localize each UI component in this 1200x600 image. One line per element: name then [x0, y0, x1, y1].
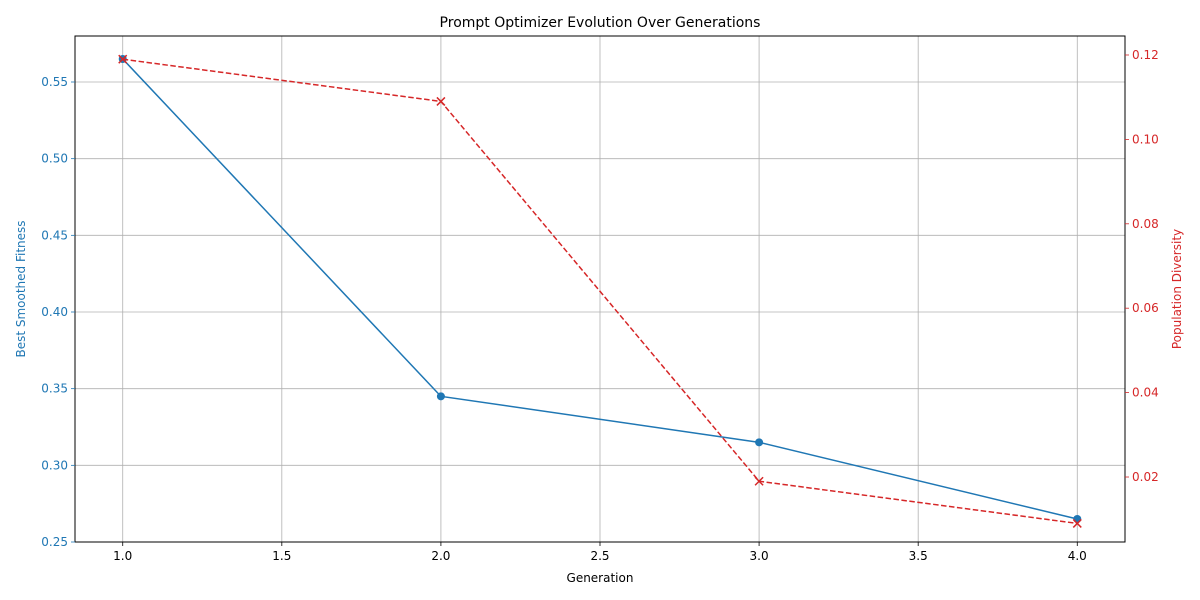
- y-left-tick-label: 0.40: [41, 305, 68, 319]
- y-right-tick-label: 0.10: [1132, 132, 1159, 146]
- y-right-tick-label: 0.02: [1132, 470, 1159, 484]
- y-left-tick-label: 0.50: [41, 152, 68, 166]
- y-left-tick-label: 0.45: [41, 228, 68, 242]
- series-0-line: [122, 58, 1078, 520]
- y-left-tick-label: 0.25: [41, 535, 68, 549]
- series-1-line: [122, 58, 1078, 525]
- y-left-tick-label: 0.55: [41, 75, 68, 89]
- series-1-point: [436, 96, 446, 106]
- grid: [75, 36, 1125, 543]
- y-right-tick-label: 0.08: [1132, 217, 1159, 231]
- series-1-point-stroke: [436, 96, 446, 106]
- series-1-point: [118, 54, 128, 64]
- x-axis-ticks: 1.0 1.5 2.0 2.5 3.0 3.5 4.0: [113, 542, 1087, 563]
- series-0-point: [436, 392, 445, 401]
- y-right-axis-title: Population Diversity: [1170, 229, 1184, 349]
- x-axis-title: Generation: [567, 571, 634, 585]
- chart-title: Prompt Optimizer Evolution Over Generati…: [440, 15, 761, 31]
- series-1-point-stroke: [118, 54, 128, 64]
- x-tick-label: 2.5: [590, 549, 609, 563]
- x-tick-label: 3.0: [750, 549, 769, 563]
- series-layer: [118, 54, 1082, 528]
- y-right-tick-label: 0.06: [1132, 301, 1159, 315]
- x-tick-label: 1.5: [272, 549, 291, 563]
- y-left-axis-ticks: 0.25 0.30 0.35 0.40 0.45 0.50 0.55: [41, 75, 75, 549]
- x-tick-label: 4.0: [1068, 549, 1087, 563]
- y-right-axis-ticks: 0.02 0.04 0.06 0.08 0.10 0.12: [1125, 48, 1159, 484]
- y-right-tick-label: 0.04: [1132, 386, 1159, 400]
- y-left-tick-label: 0.30: [41, 458, 68, 472]
- y-right-tick-label: 0.12: [1132, 48, 1159, 62]
- series-1-point-stroke: [1072, 518, 1082, 528]
- series-1-point-stroke: [754, 476, 764, 486]
- x-tick-label: 1.0: [113, 549, 132, 563]
- series-0-point: [1073, 515, 1082, 523]
- series-0-point: [755, 438, 764, 447]
- y-left-axis-title: Best Smoothed Fitness: [14, 220, 28, 357]
- x-tick-label: 3.5: [909, 549, 928, 563]
- y-left-tick-label: 0.35: [41, 382, 68, 396]
- series-1-point: [1072, 518, 1082, 528]
- series-1-point: [754, 476, 764, 486]
- x-tick-label: 2.0: [431, 549, 450, 563]
